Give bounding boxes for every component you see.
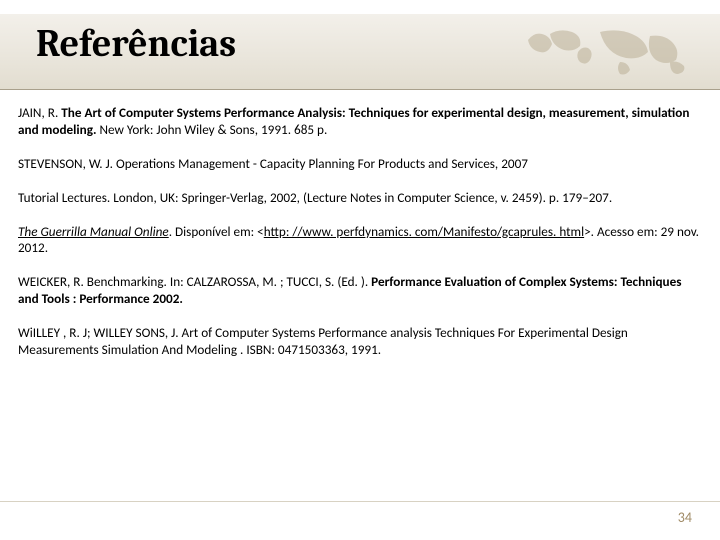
reference-2: STEVENSON, W. J. Operations Management -… xyxy=(18,156,702,173)
reference-4: The Guerrilla Manual Online. Disponível … xyxy=(18,224,702,258)
ref4-mid: . Disponível em: < xyxy=(169,223,264,240)
ref1-rest: New York: John Wiley & Sons, 1991. 685 p… xyxy=(97,121,328,138)
reference-6: WiILLEY , R. J; WILLEY SONS, J. Art of C… xyxy=(18,325,702,359)
world-map-decoration xyxy=(520,22,700,82)
ref1-author: JAIN, R. xyxy=(18,104,61,121)
ref4-url: http: //www. perfdynamics. com/Manifesto… xyxy=(264,223,584,240)
reference-5: WEICKER, R. Benchmarking. In: CALZAROSSA… xyxy=(18,274,702,308)
ref5-pre: WEICKER, R. Benchmarking. In: CALZAROSSA… xyxy=(18,273,371,290)
ref4-title: The Guerrilla Manual Online xyxy=(18,223,169,240)
references-list: JAIN, R. The Art of Computer Systems Per… xyxy=(18,105,702,376)
footer-rule xyxy=(0,501,720,502)
reference-1: JAIN, R. The Art of Computer Systems Per… xyxy=(18,105,702,139)
page-number: 34 xyxy=(678,509,692,526)
slide-title: Referências xyxy=(36,22,236,66)
reference-3: Tutorial Lectures. London, UK: Springer-… xyxy=(18,190,702,207)
